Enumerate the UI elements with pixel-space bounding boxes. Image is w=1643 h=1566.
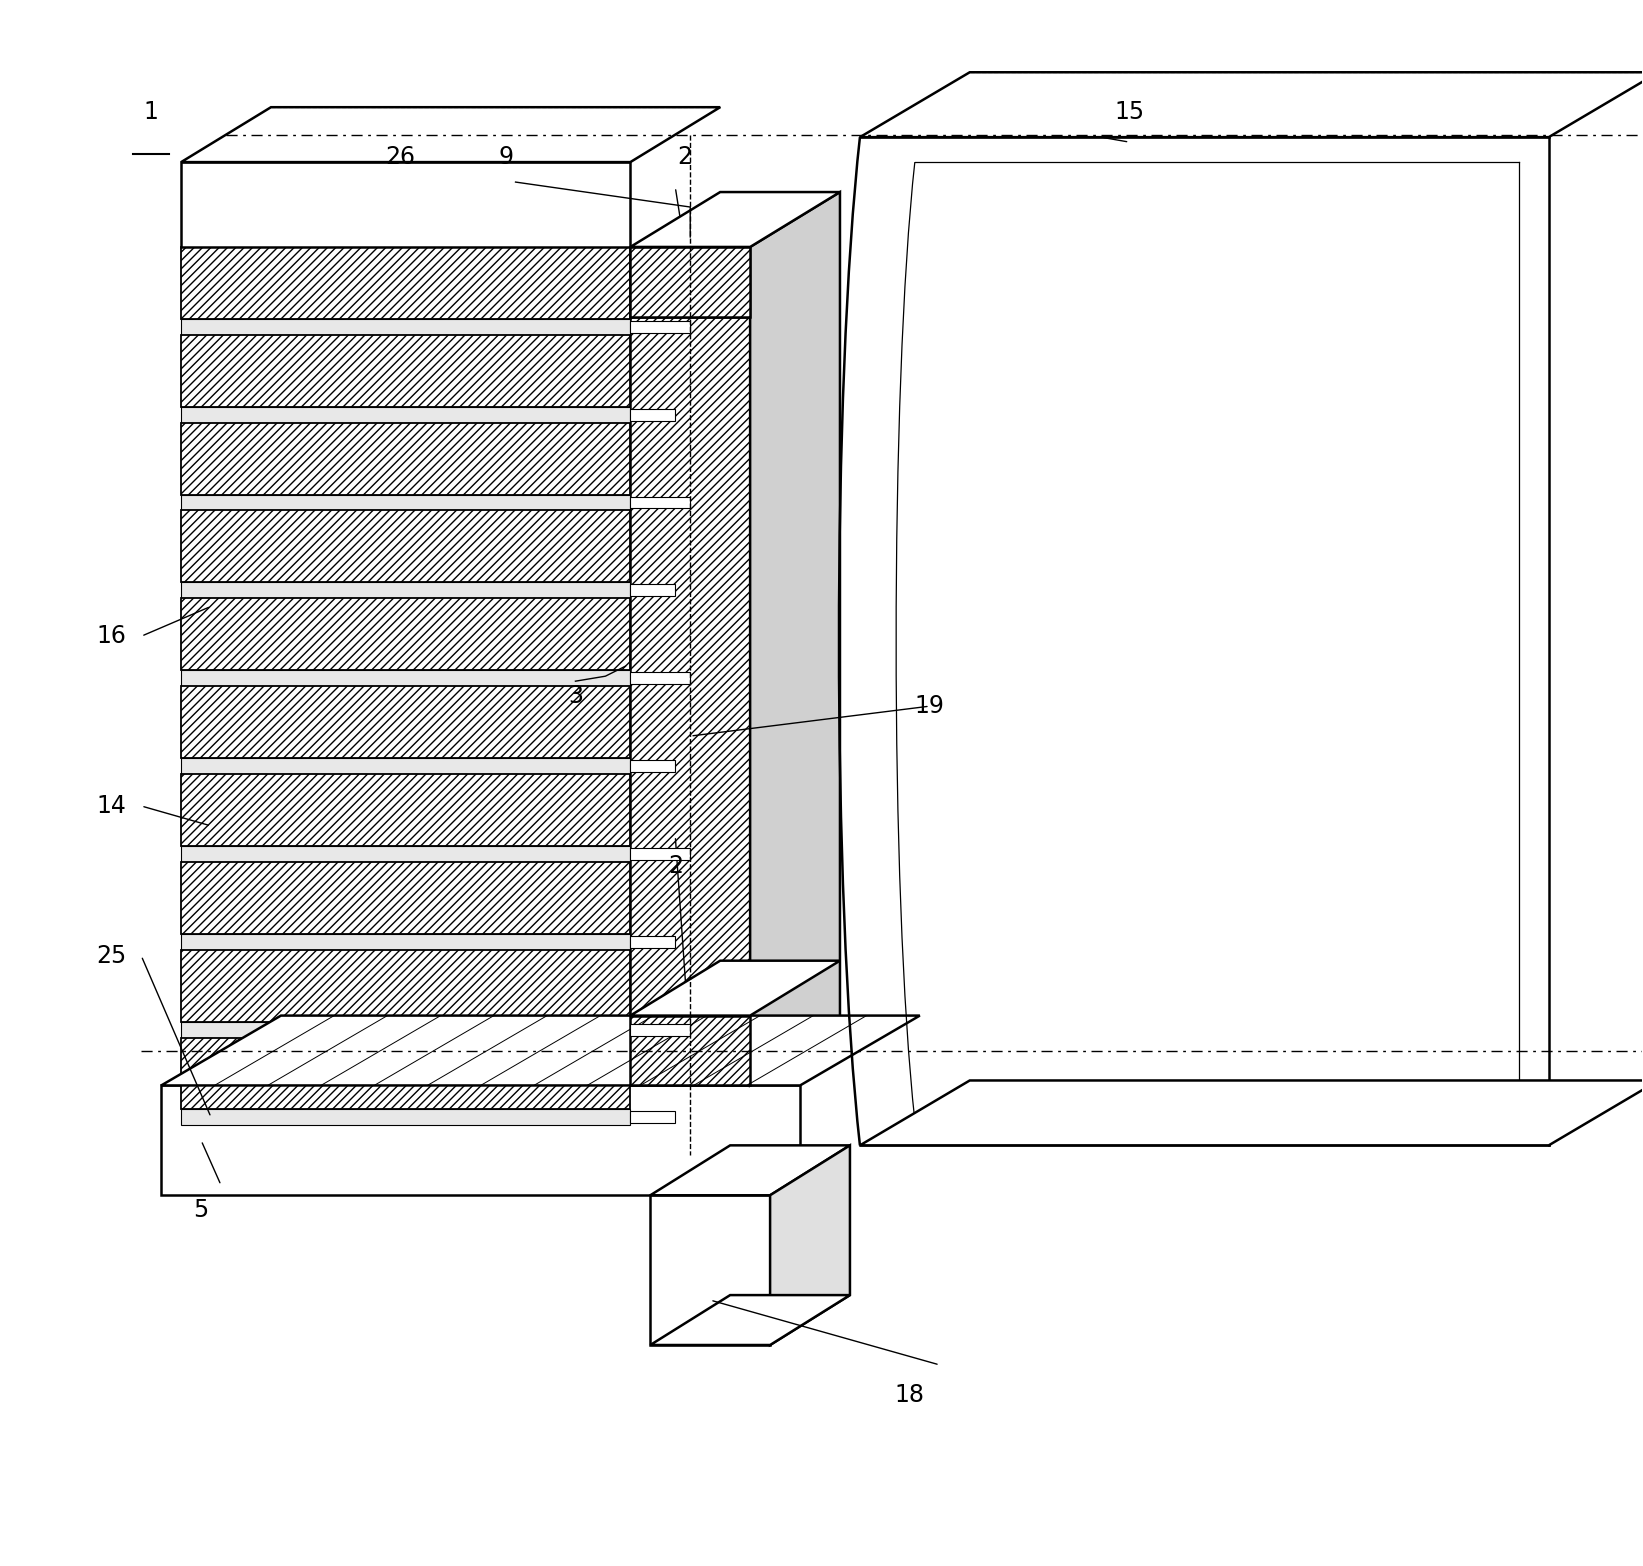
Polygon shape bbox=[631, 960, 840, 1016]
Bar bbox=[631, 496, 690, 509]
Text: 26: 26 bbox=[386, 146, 416, 169]
Bar bbox=[181, 758, 631, 774]
Bar bbox=[631, 847, 690, 860]
Bar bbox=[181, 846, 631, 861]
Text: 2: 2 bbox=[667, 853, 683, 879]
Bar bbox=[631, 584, 675, 597]
Text: 1: 1 bbox=[143, 100, 159, 124]
Polygon shape bbox=[859, 72, 1643, 138]
Bar bbox=[631, 321, 690, 334]
Bar bbox=[181, 583, 631, 598]
Bar bbox=[631, 316, 751, 1016]
Polygon shape bbox=[771, 1145, 849, 1345]
Polygon shape bbox=[859, 1081, 1643, 1145]
Text: 25: 25 bbox=[97, 944, 127, 968]
Bar bbox=[631, 672, 690, 684]
Bar bbox=[181, 247, 631, 319]
Bar bbox=[181, 407, 631, 423]
Polygon shape bbox=[161, 1016, 920, 1085]
Text: 15: 15 bbox=[1114, 100, 1145, 124]
Text: 19: 19 bbox=[915, 694, 945, 719]
Bar bbox=[181, 423, 631, 495]
Bar bbox=[181, 933, 631, 949]
Polygon shape bbox=[651, 1145, 849, 1195]
Bar bbox=[631, 936, 675, 947]
Text: 2: 2 bbox=[679, 146, 693, 169]
Bar bbox=[181, 1021, 631, 1038]
Polygon shape bbox=[181, 106, 720, 163]
Bar bbox=[181, 949, 631, 1021]
Text: 9: 9 bbox=[498, 146, 513, 169]
Bar bbox=[631, 760, 675, 772]
Bar bbox=[181, 598, 631, 670]
Bar bbox=[631, 247, 751, 316]
Polygon shape bbox=[651, 1295, 849, 1345]
Bar bbox=[181, 335, 631, 407]
Bar bbox=[631, 1024, 690, 1035]
Bar bbox=[181, 774, 631, 846]
Bar bbox=[631, 1016, 751, 1085]
Bar bbox=[181, 1109, 631, 1126]
Bar bbox=[181, 1038, 631, 1109]
Bar bbox=[181, 495, 631, 511]
Polygon shape bbox=[631, 193, 840, 247]
Text: 5: 5 bbox=[194, 1198, 209, 1221]
Text: 16: 16 bbox=[97, 625, 127, 648]
Text: 18: 18 bbox=[895, 1383, 925, 1406]
Bar bbox=[181, 163, 631, 247]
Bar bbox=[651, 1195, 771, 1345]
Bar bbox=[631, 1112, 675, 1123]
Bar bbox=[161, 1085, 800, 1195]
Bar bbox=[181, 670, 631, 686]
Bar bbox=[181, 861, 631, 933]
Text: 3: 3 bbox=[568, 684, 583, 708]
Bar bbox=[181, 319, 631, 335]
Polygon shape bbox=[751, 193, 840, 1085]
Bar bbox=[631, 409, 675, 421]
Text: 14: 14 bbox=[97, 794, 127, 817]
Bar bbox=[181, 511, 631, 583]
Bar bbox=[181, 686, 631, 758]
